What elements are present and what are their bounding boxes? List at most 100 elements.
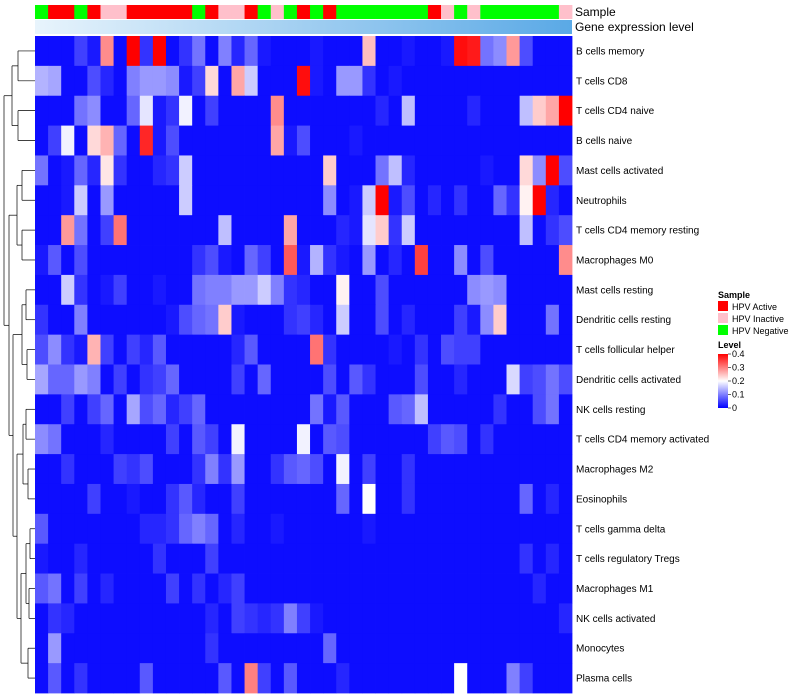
heatmap-cell xyxy=(205,603,219,634)
heatmap-cell xyxy=(218,483,232,515)
heatmap-cell xyxy=(87,95,101,126)
heatmap-cell xyxy=(310,304,324,336)
heatmap-cell xyxy=(467,125,481,156)
heatmap-cell xyxy=(257,424,272,455)
heatmap-cell xyxy=(192,394,206,425)
heatmap-cell xyxy=(519,394,534,425)
heatmap-cell xyxy=(61,454,75,485)
heatmap-cell xyxy=(74,185,88,216)
heatmap-cell xyxy=(205,543,219,574)
heatmap-cell xyxy=(35,125,49,156)
heatmap-cell xyxy=(336,215,350,246)
heatmap-cell xyxy=(532,274,547,306)
heatmap-cell xyxy=(467,155,481,186)
heatmap-cell xyxy=(480,125,494,156)
heatmap-cell xyxy=(296,603,311,634)
heatmap-cell xyxy=(323,155,337,186)
heatmap-cell xyxy=(427,334,442,365)
heatmap-cell xyxy=(218,424,232,455)
heatmap-cell xyxy=(545,95,560,126)
heatmap-cell xyxy=(218,364,232,395)
heatmap-cell xyxy=(100,215,114,246)
heatmap-cell xyxy=(310,483,324,515)
heatmap-cell xyxy=(100,185,114,216)
heatmap-cell xyxy=(205,155,219,186)
heatmap-cell xyxy=(87,424,101,455)
heatmap-cell xyxy=(532,543,547,574)
heatmap-cell xyxy=(165,274,180,306)
heatmap-cell xyxy=(441,215,455,246)
heatmap-cell xyxy=(74,36,88,67)
heatmap-cell xyxy=(493,364,507,395)
heatmap-cell xyxy=(152,334,167,365)
heatmap-cell xyxy=(558,394,573,425)
heatmap-cell xyxy=(165,424,180,455)
heatmap-cell xyxy=(336,125,350,156)
heatmap-cell xyxy=(139,424,154,455)
heatmap-cell xyxy=(493,304,507,336)
heatmap-cell xyxy=(205,185,219,216)
heatmap-cell xyxy=(349,394,363,425)
heatmap-cell xyxy=(493,663,507,694)
heatmap-cell xyxy=(205,274,219,306)
heatmap-cell xyxy=(192,65,206,97)
heatmap-cell xyxy=(270,65,285,97)
heatmap-cell xyxy=(519,95,534,126)
level-tick-label: 0 xyxy=(732,403,737,413)
heatmap-cell xyxy=(493,36,507,67)
heatmap-cell xyxy=(218,394,232,425)
heatmap-cell xyxy=(414,334,429,365)
heatmap-cell xyxy=(467,65,481,97)
heatmap-cell xyxy=(310,95,324,126)
heatmap-cell xyxy=(401,454,416,485)
heatmap-cell xyxy=(231,513,245,545)
heatmap-cell xyxy=(192,245,206,276)
heatmap-cell xyxy=(427,394,442,425)
heatmap-cell xyxy=(323,95,337,126)
heatmap-cell xyxy=(192,304,206,336)
heatmap-cell xyxy=(165,125,180,156)
heatmap-cell xyxy=(414,95,429,126)
heatmap-cell xyxy=(441,334,455,365)
heatmap-cell xyxy=(519,155,534,186)
sample-annotation-cell xyxy=(545,5,560,19)
sample-annotation-cell xyxy=(454,5,468,19)
heatmap-cell xyxy=(48,304,62,336)
heatmap-cell xyxy=(231,155,245,186)
heatmap-cell xyxy=(401,603,416,634)
heatmap-cell xyxy=(244,513,259,545)
sample-annotation-cell xyxy=(139,5,154,19)
heatmap-cell xyxy=(362,424,376,455)
heatmap-cell xyxy=(401,245,416,276)
heatmap-cell xyxy=(152,65,167,97)
heatmap-cell xyxy=(48,95,62,126)
heatmap-cell xyxy=(270,155,285,186)
heatmap-cell xyxy=(401,36,416,67)
heatmap-cell xyxy=(401,424,416,455)
heatmap-cell xyxy=(192,424,206,455)
heatmap-cell xyxy=(179,394,193,425)
heatmap-cell xyxy=(467,274,481,306)
heatmap-cell xyxy=(192,155,206,186)
heatmap-cell xyxy=(74,95,88,126)
heatmap-cell xyxy=(48,603,62,634)
heatmap-cell xyxy=(362,483,376,515)
heatmap-cell xyxy=(113,185,128,216)
heatmap-cell xyxy=(283,125,298,156)
heatmap-cell xyxy=(349,603,363,634)
sample-annotation-cell xyxy=(375,5,390,19)
heatmap-cell xyxy=(257,663,272,694)
heatmap-cell xyxy=(362,364,376,395)
legend-swatch-hpv-active xyxy=(718,301,728,311)
heatmap-cell xyxy=(362,394,376,425)
heatmap-cell xyxy=(349,513,363,545)
heatmap-cell xyxy=(218,543,232,574)
heatmap-cell xyxy=(152,274,167,306)
legend-swatch-hpv-negative xyxy=(718,325,728,335)
row-label-t-cells-cd4-memory-resting: T cells CD4 memory resting xyxy=(576,226,699,237)
heatmap-cell xyxy=(74,304,88,336)
heatmap-cell xyxy=(493,125,507,156)
heatmap-cell xyxy=(179,633,193,664)
heatmap-cell xyxy=(231,65,245,97)
heatmap-cell xyxy=(454,573,468,604)
